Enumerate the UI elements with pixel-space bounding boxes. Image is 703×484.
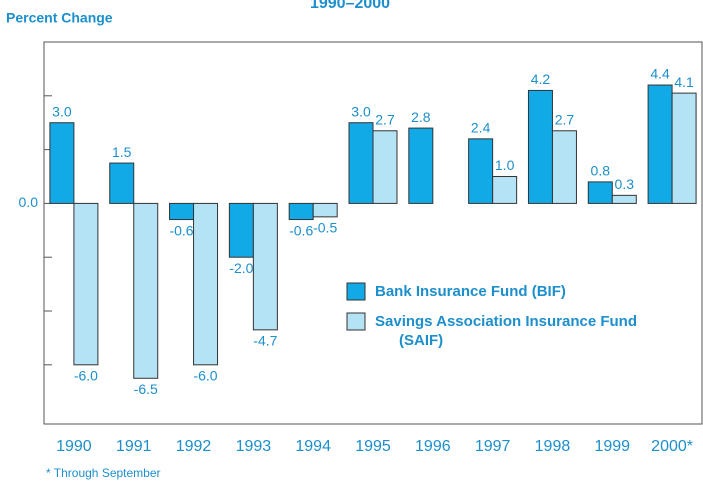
data-label: 4.4 (650, 66, 670, 82)
data-label: 3.0 (351, 103, 371, 119)
bar (527, 89, 553, 204)
x-tick-label: 1995 (355, 438, 391, 455)
bar (647, 84, 673, 204)
data-label: 0.3 (615, 176, 635, 192)
data-label: 2.7 (375, 111, 395, 127)
x-tick-label: 1992 (176, 438, 212, 455)
data-label: -2.0 (229, 260, 253, 276)
bar (133, 202, 159, 379)
legend-swatch (346, 312, 366, 331)
x-tick-label: 2000* (651, 438, 693, 455)
bar (372, 130, 398, 204)
x-tick-label: 1990 (56, 438, 92, 455)
x-tick-label: 1999 (594, 438, 630, 455)
data-label: -0.6 (289, 222, 313, 238)
chart-title: 1990–2000 (310, 0, 390, 12)
bar (193, 202, 219, 366)
y-tick-label: 0.0 (19, 194, 39, 210)
x-tick-label: 1996 (415, 438, 451, 455)
bar (288, 202, 314, 221)
legend-label: Savings Association Insurance Fund (SAIF… (375, 313, 638, 349)
x-tick-label: 1994 (295, 438, 331, 455)
bar (348, 122, 374, 204)
data-label: 3.0 (52, 103, 72, 119)
bar (109, 162, 135, 204)
bar (169, 202, 195, 221)
x-tick-label: 1998 (535, 438, 571, 455)
data-label: 4.1 (674, 74, 694, 90)
data-label: 0.8 (591, 163, 611, 179)
bar (408, 127, 434, 204)
bar (228, 202, 254, 258)
legend-label: Bank Insurance Fund (BIF) (375, 283, 566, 300)
footnote: * Through September (46, 466, 161, 480)
data-label: -6.5 (134, 381, 158, 397)
bar (312, 202, 338, 218)
plot-frame (43, 41, 703, 425)
x-tick-label: 1997 (475, 438, 511, 455)
x-tick-label: 1991 (116, 438, 152, 455)
bar (587, 181, 613, 204)
legend-swatch (346, 282, 366, 301)
data-label: -6.0 (193, 368, 217, 384)
data-label: -4.7 (253, 333, 277, 349)
bar (49, 122, 75, 204)
bar (611, 194, 637, 204)
x-tick-label: 1993 (236, 438, 272, 455)
data-label: 4.2 (531, 71, 551, 87)
data-label: 2.4 (471, 120, 491, 136)
data-label: 2.8 (411, 109, 431, 125)
data-label: -6.0 (74, 368, 98, 384)
bar (492, 176, 518, 204)
bar (73, 202, 99, 366)
y-axis-label: Percent Change (6, 10, 113, 26)
data-label: -0.5 (313, 220, 337, 236)
data-label: 2.7 (555, 111, 575, 127)
data-label: 1.0 (495, 157, 515, 173)
bar (252, 202, 278, 331)
bar (671, 92, 697, 204)
bar (551, 130, 577, 204)
data-label: 1.5 (112, 144, 132, 160)
bar (468, 138, 494, 204)
data-label: -0.6 (169, 222, 193, 238)
